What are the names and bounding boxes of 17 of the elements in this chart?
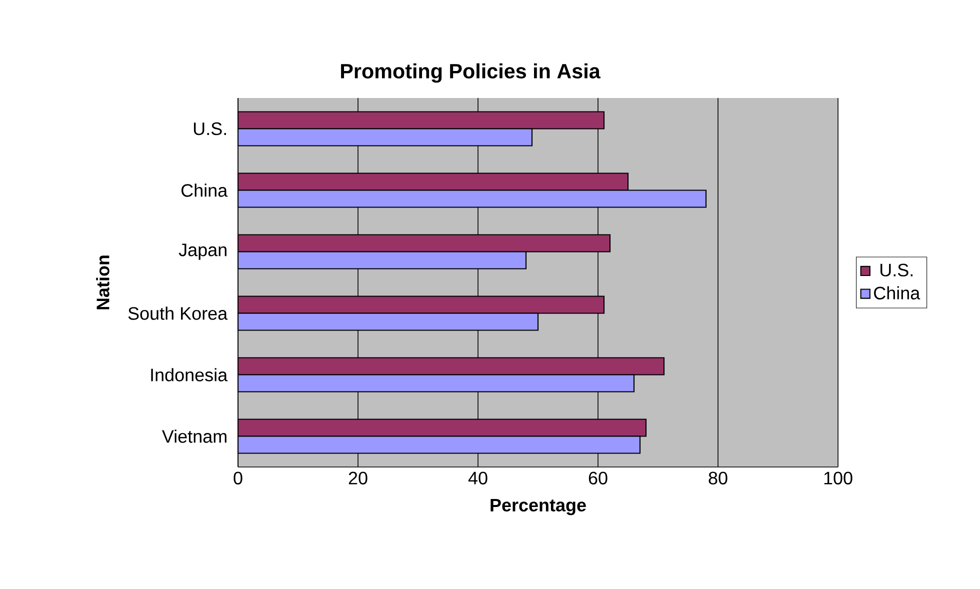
y-tick-label: Indonesia	[151, 368, 228, 382]
x-tick-label: 100	[824, 472, 852, 484]
x-tick-label: 40	[468, 472, 488, 484]
legend-label: U.S.	[880, 264, 912, 276]
y-tick-label: U.S.	[194, 122, 226, 136]
y-axis-title: Nation	[96, 256, 110, 310]
y-tick-label: Japan	[178, 244, 226, 260]
legend-label: China	[874, 286, 920, 300]
x-tick-label: 20	[348, 472, 368, 484]
x-axis-title: Percentage	[490, 498, 586, 516]
y-tick-label: South Korea	[128, 306, 228, 320]
y-tick-label: Vietnam	[162, 430, 226, 443]
x-tick-label: 0	[234, 472, 242, 484]
x-tick-label: 80	[708, 472, 728, 484]
chart-title: Promoting Policies in Asia	[341, 63, 600, 83]
y-tick-label: China	[181, 184, 228, 197]
x-tick-label: 60	[588, 472, 608, 484]
